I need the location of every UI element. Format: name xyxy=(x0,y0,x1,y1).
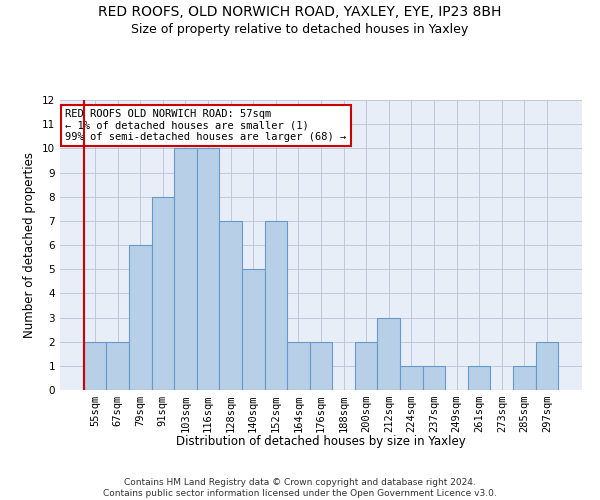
Bar xyxy=(355,342,377,390)
Bar xyxy=(377,318,400,390)
Bar xyxy=(513,366,536,390)
Bar xyxy=(265,221,287,390)
Text: Contains HM Land Registry data © Crown copyright and database right 2024.
Contai: Contains HM Land Registry data © Crown c… xyxy=(103,478,497,498)
Bar xyxy=(242,269,265,390)
Text: RED ROOFS, OLD NORWICH ROAD, YAXLEY, EYE, IP23 8BH: RED ROOFS, OLD NORWICH ROAD, YAXLEY, EYE… xyxy=(98,5,502,19)
Text: Distribution of detached houses by size in Yaxley: Distribution of detached houses by size … xyxy=(176,435,466,448)
Bar xyxy=(400,366,422,390)
Text: Size of property relative to detached houses in Yaxley: Size of property relative to detached ho… xyxy=(131,22,469,36)
Bar xyxy=(422,366,445,390)
Bar xyxy=(220,221,242,390)
Bar xyxy=(536,342,558,390)
Bar xyxy=(310,342,332,390)
Bar xyxy=(129,245,152,390)
Bar xyxy=(152,196,174,390)
Text: RED ROOFS OLD NORWICH ROAD: 57sqm
← 1% of detached houses are smaller (1)
99% of: RED ROOFS OLD NORWICH ROAD: 57sqm ← 1% o… xyxy=(65,108,346,142)
Bar xyxy=(197,148,220,390)
Bar xyxy=(84,342,106,390)
Bar xyxy=(174,148,197,390)
Y-axis label: Number of detached properties: Number of detached properties xyxy=(23,152,37,338)
Bar xyxy=(287,342,310,390)
Bar xyxy=(106,342,129,390)
Bar xyxy=(468,366,490,390)
